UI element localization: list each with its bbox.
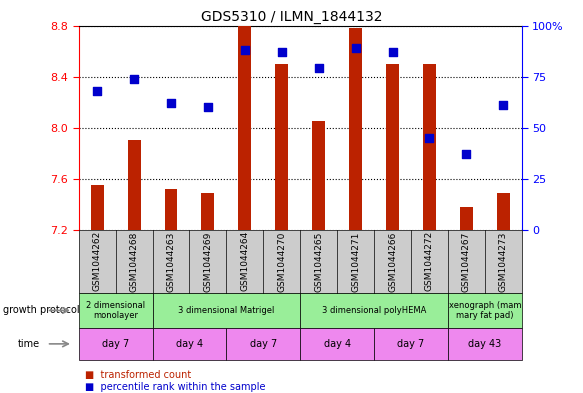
Bar	[312, 121, 325, 230]
Text: GSM1044272: GSM1044272	[425, 231, 434, 292]
Text: day 43: day 43	[468, 339, 501, 349]
Text: day 7: day 7	[102, 339, 129, 349]
Text: GSM1044268: GSM1044268	[129, 231, 139, 292]
Bar	[238, 26, 251, 230]
Text: 3 dimensional Matrigel: 3 dimensional Matrigel	[178, 306, 275, 315]
Text: GDS5310 / ILMN_1844132: GDS5310 / ILMN_1844132	[201, 10, 382, 24]
Text: GSM1044269: GSM1044269	[203, 231, 212, 292]
Point	[351, 45, 360, 51]
Bar	[497, 193, 510, 230]
Text: ■  percentile rank within the sample: ■ percentile rank within the sample	[85, 382, 265, 392]
Text: 2 dimensional
monolayer: 2 dimensional monolayer	[86, 301, 145, 320]
Point	[498, 102, 508, 108]
Bar	[128, 140, 141, 230]
Text: GSM1044267: GSM1044267	[462, 231, 471, 292]
Text: GSM1044264: GSM1044264	[240, 231, 250, 292]
Point	[314, 65, 324, 72]
Text: GSM1044273: GSM1044273	[499, 231, 508, 292]
Point	[203, 104, 213, 110]
Text: 3 dimensional polyHEMA: 3 dimensional polyHEMA	[322, 306, 426, 315]
Text: GSM1044270: GSM1044270	[278, 231, 286, 292]
Point	[166, 100, 175, 107]
Text: day 7: day 7	[398, 339, 424, 349]
Text: xenograph (mam
mary fat pad): xenograph (mam mary fat pad)	[448, 301, 521, 320]
Text: day 4: day 4	[176, 339, 203, 349]
Bar	[386, 64, 399, 230]
Text: growth protocol: growth protocol	[3, 305, 79, 316]
Bar	[349, 28, 362, 230]
Point	[93, 88, 102, 94]
Point	[425, 135, 434, 141]
Text: day 4: day 4	[324, 339, 351, 349]
Text: GSM1044271: GSM1044271	[351, 231, 360, 292]
Bar	[423, 64, 436, 230]
Bar	[202, 193, 215, 230]
Text: GSM1044266: GSM1044266	[388, 231, 397, 292]
Text: GSM1044263: GSM1044263	[167, 231, 175, 292]
Bar	[460, 207, 473, 230]
Text: GSM1044265: GSM1044265	[314, 231, 323, 292]
Point	[240, 47, 250, 53]
Text: time: time	[17, 339, 40, 349]
Text: GSM1044262: GSM1044262	[93, 231, 101, 292]
Point	[277, 49, 286, 55]
Point	[129, 75, 139, 82]
Text: ■  transformed count: ■ transformed count	[85, 370, 191, 380]
Bar	[164, 189, 177, 230]
Bar	[275, 64, 288, 230]
Text: day 7: day 7	[250, 339, 277, 349]
Point	[388, 49, 397, 55]
Point	[462, 151, 471, 158]
Bar	[91, 185, 104, 230]
